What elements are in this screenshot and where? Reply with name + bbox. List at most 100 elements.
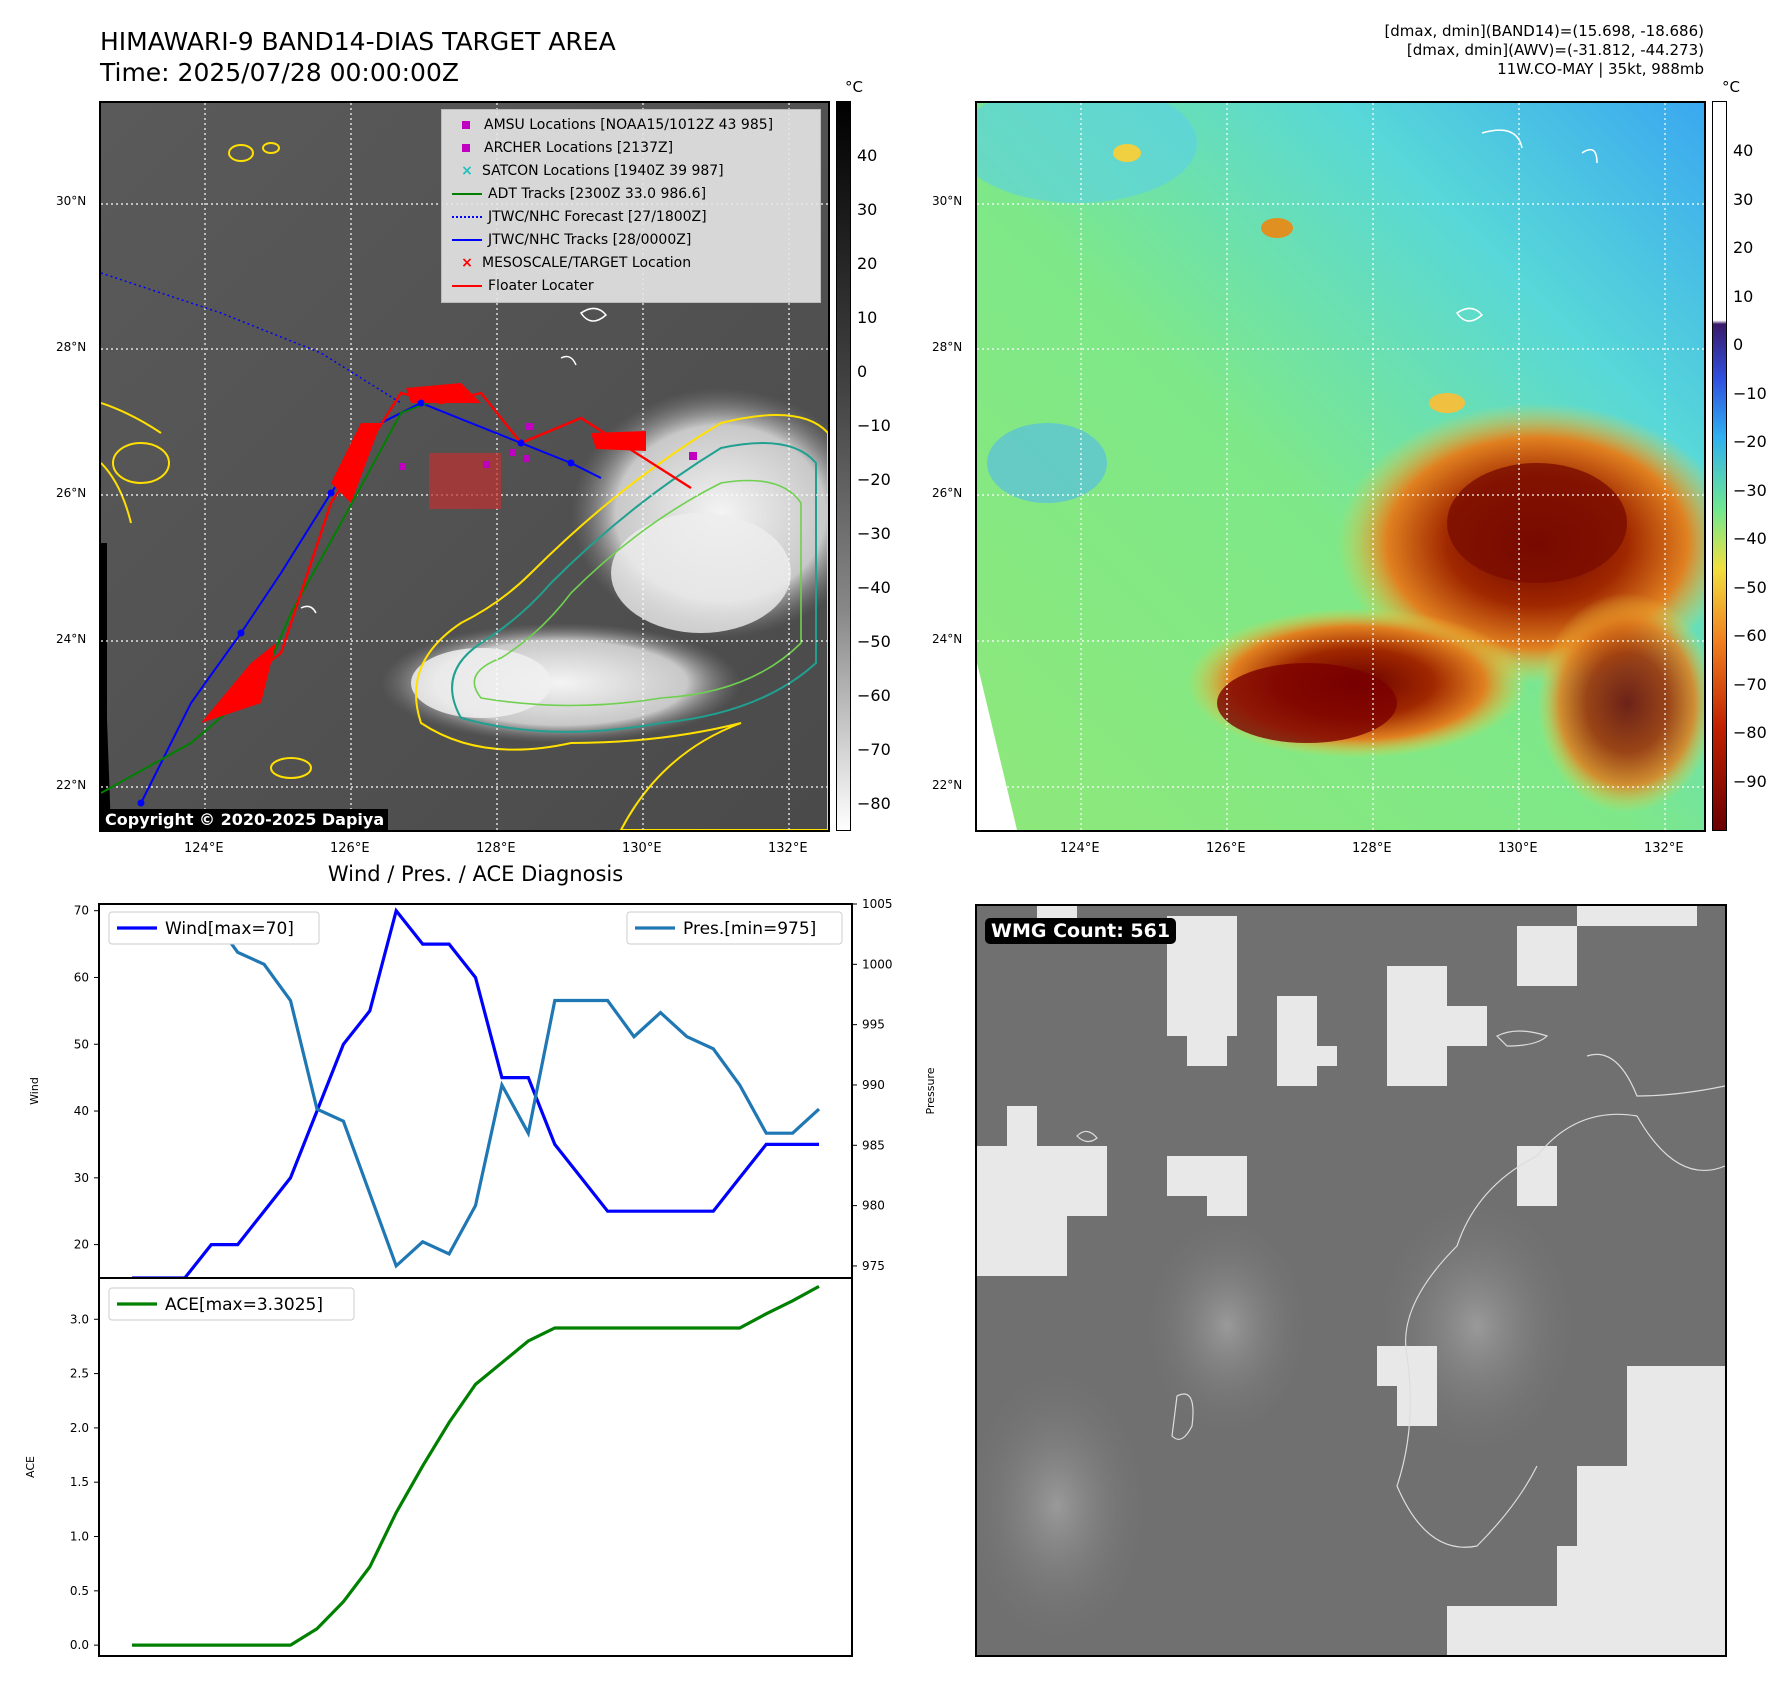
gray-cb-tick: 0 <box>857 362 868 381</box>
gray-cb-tick: 10 <box>857 308 878 327</box>
wind-chart-frame <box>98 903 853 1279</box>
ace-legend-box <box>108 1287 355 1321</box>
island-outline <box>579 307 608 322</box>
pressure-series-line <box>132 914 821 1269</box>
floater-boxes-e <box>591 431 646 451</box>
gray-cb-tick: 20 <box>857 254 878 273</box>
legend-item-jtwc: JTWC/NHC Tracks [28/0000Z] <box>448 229 814 252</box>
forecast-track <box>101 272 402 404</box>
color-cb-tick: 0 <box>1733 335 1744 354</box>
floater-boxes-sw <box>201 643 276 723</box>
pressure-y-axis-label: Pressure <box>924 1067 937 1114</box>
ir-map-panel: AMSU Locations [NOAA15/1012Z 43 985] ARC… <box>99 101 830 832</box>
ace-y-tick-label: 0.0 <box>70 1638 89 1652</box>
pressure-y-tick-label: 980 <box>862 1199 885 1213</box>
ace-chart: 3.0 2.5 2.0 1.5 1.0 0.5 0.0 ACE ACE[max=3.3025] <box>24 1277 853 1657</box>
gray-colorbar-unit: °C <box>845 78 863 96</box>
lat-label-22n: 22°N <box>56 778 87 792</box>
wind-y-tick-label: 30 <box>74 1171 89 1185</box>
gray-cb-tick: 40 <box>857 146 878 165</box>
wv-map-panel <box>975 101 1706 832</box>
wind-y-axis-label: Wind <box>28 1077 41 1105</box>
target-location-box <box>429 453 501 509</box>
diagnosis-title: Wind / Pres. / ACE Diagnosis <box>327 862 624 886</box>
wind-y-tick-label: 20 <box>74 1238 89 1252</box>
amsu-markers <box>399 423 697 470</box>
gray-cb-tick: −60 <box>857 686 891 705</box>
gray-colorbar <box>836 101 851 831</box>
gray-cb-tick: −80 <box>857 794 891 813</box>
gray-cb-tick: −10 <box>857 416 891 435</box>
no-data-region <box>977 663 1017 830</box>
lat-label-30n: 30°N <box>56 194 87 208</box>
wind-y-tick-label: 50 <box>74 1037 89 1051</box>
wv-map <box>977 103 1704 830</box>
wv-lon-label-132e: 132°E <box>1644 841 1684 856</box>
color-cb-tick: 20 <box>1733 238 1754 257</box>
contour-teal <box>451 442 817 733</box>
lon-label-124e: 124°E <box>184 841 224 856</box>
island-outline <box>1481 129 1598 164</box>
wv-lat-label-22n: 22°N <box>932 778 963 792</box>
color-colorbar-unit: °C <box>1722 78 1740 96</box>
legend-item-target: × MESOSCALE/TARGET Location <box>461 255 692 271</box>
color-cb-tick: −40 <box>1733 529 1767 548</box>
chart-title-line2: Time: 2025/07/28 00:00:00Z <box>100 58 459 87</box>
pressure-legend: Pres.[min=975] <box>626 911 843 945</box>
wind-y-tick-label: 40 <box>74 1104 89 1118</box>
gray-cb-tick: −50 <box>857 632 891 651</box>
bright-pixel-clusters <box>977 906 1725 1655</box>
ace-y-tick-label: 1.0 <box>70 1530 89 1544</box>
ace-chart-frame <box>98 1277 853 1657</box>
color-cb-tick: 30 <box>1733 190 1754 209</box>
storm-id-text: 11W.CO-MAY | 35kt, 988mb <box>1497 60 1704 78</box>
storm-info: [dmax, dmin](BAND14)=(15.698, -18.686) [… <box>1384 22 1704 79</box>
gray-cb-tick: 30 <box>857 200 878 219</box>
gray-cb-tick: −30 <box>857 524 891 543</box>
legend-item-floater: Floater Locater <box>448 275 814 298</box>
awv-range-text: [dmax, dmin](AWV)=(-31.812, -44.273) <box>1406 41 1704 59</box>
ace-y-tick-label: 2.5 <box>70 1367 89 1381</box>
pressure-y-tick-label: 985 <box>862 1138 885 1152</box>
wv-gridlines <box>977 103 1704 830</box>
gray-cb-tick: −40 <box>857 578 891 597</box>
lon-label-128e: 128°E <box>476 841 516 856</box>
wind-y-tick-label: 70 <box>74 904 89 918</box>
pressure-y-tick-label: 1000 <box>862 957 893 971</box>
color-cb-tick: −90 <box>1733 772 1767 791</box>
pressure-legend-box <box>626 911 843 945</box>
wv-lat-label-24n: 24°N <box>932 632 963 646</box>
pressure-y-tick-label: 995 <box>862 1018 885 1032</box>
ace-y-tick-label: 3.0 <box>70 1312 89 1326</box>
wv-lon-label-126e: 126°E <box>1206 841 1246 856</box>
lon-label-132e: 132°E <box>768 841 808 856</box>
wv-lon-label-130e: 130°E <box>1498 841 1538 856</box>
gray-cb-tick: −20 <box>857 470 891 489</box>
color-cb-tick: −20 <box>1733 432 1767 451</box>
ace-legend: ACE[max=3.3025] <box>108 1287 355 1321</box>
wv-lat-label-30n: 30°N <box>932 194 963 208</box>
diagnosis-charts: 70 60 50 40 30 20 1005 1000 995 990 985 980 975 Wind P… <box>24 897 937 1657</box>
coastline-outlines <box>1076 1030 1725 1548</box>
copyright-label: Copyright © 2020-2025 Dapiya <box>101 809 389 830</box>
gray-cb-tick: −70 <box>857 740 891 759</box>
chart-title: HIMAWARI-9 BAND14-DIAS TARGET AREA Time:… <box>100 26 616 88</box>
wmg-panel: WMG Count: 561 <box>975 904 1727 1657</box>
adt-track <box>101 397 442 794</box>
lat-label-28n: 28°N <box>56 340 87 354</box>
wv-lat-label-28n: 28°N <box>932 340 963 354</box>
legend-item-satcon: × SATCON Locations [1940Z 39 987] <box>461 163 724 179</box>
ace-y-tick-label: 2.0 <box>70 1421 89 1435</box>
color-cb-tick: 40 <box>1733 141 1754 160</box>
wv-lat-label-26n: 26°N <box>932 486 963 500</box>
color-cb-tick: −80 <box>1733 723 1767 742</box>
pressure-y-tick-label: 975 <box>862 1259 885 1273</box>
legend-item-amsu: AMSU Locations [NOAA15/1012Z 43 985] <box>448 114 814 137</box>
pressure-legend-label: Pres.[min=975] <box>683 919 816 939</box>
ace-y-axis-label: ACE <box>24 1456 37 1478</box>
contour-green <box>473 479 802 707</box>
map-legend: AMSU Locations [NOAA15/1012Z 43 985] ARC… <box>441 109 821 303</box>
wind-pressure-chart: 70 60 50 40 30 20 1005 1000 995 990 985 980 975 Wind P… <box>28 897 937 1280</box>
lon-label-126e: 126°E <box>330 841 370 856</box>
color-cb-tick: −10 <box>1733 384 1767 403</box>
